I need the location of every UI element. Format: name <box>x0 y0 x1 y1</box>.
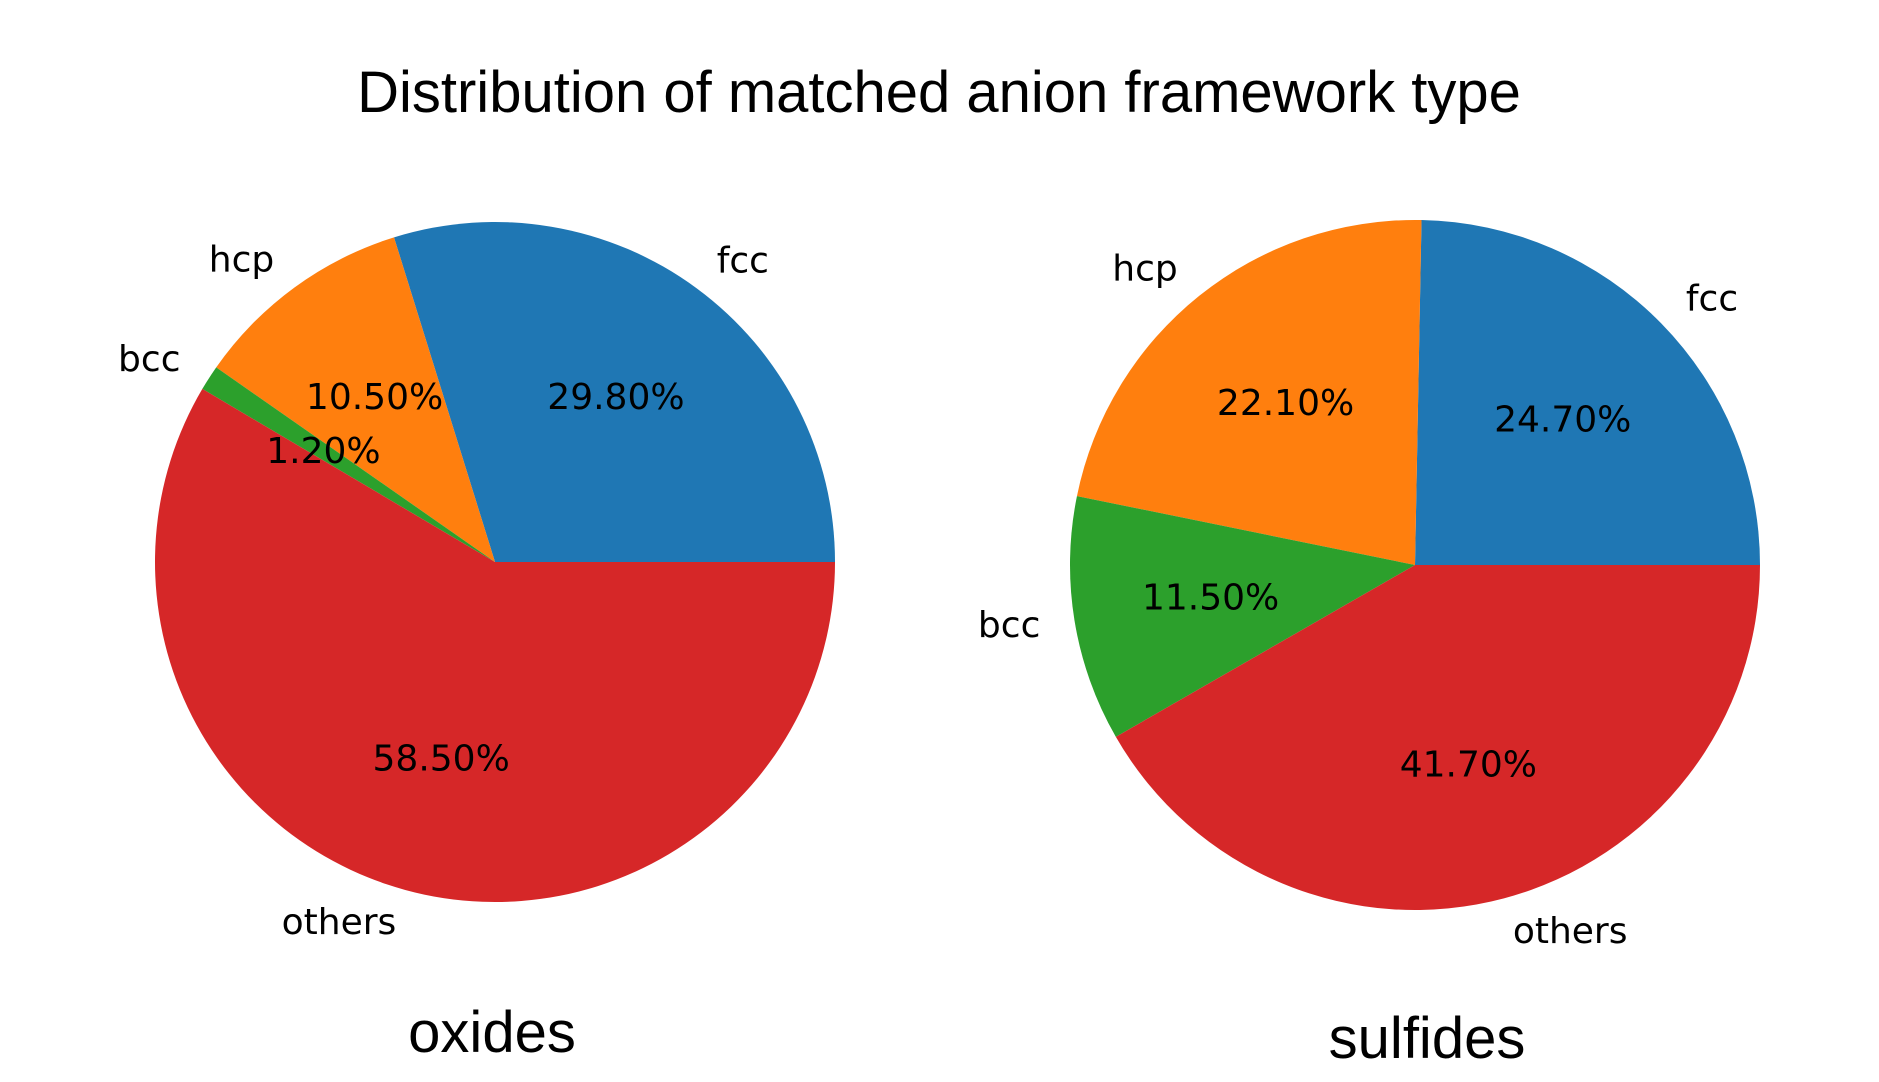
pie-slice-label-sulfides-others: others <box>1513 911 1628 952</box>
pie-title-oxides: oxides <box>408 1000 576 1065</box>
pie-slice-oxides-bcc <box>202 367 495 562</box>
pie-pct-label-sulfides-fcc: 24.70% <box>1494 400 1631 441</box>
pie-slice-label-oxides-others: others <box>282 902 397 943</box>
pie-sulfides: 24.70% fcc 22.10% hcp 11.50% bcc 41.70% others <box>978 219 1760 952</box>
pie-pct-label-oxides-hcp: 10.50% <box>306 377 443 418</box>
pie-pct-label-oxides-bcc: 1.20% <box>266 431 380 472</box>
chart-title: Distribution of matched anion framework … <box>357 60 1521 125</box>
pie-slice-sulfides-fcc <box>1415 220 1760 565</box>
pie-slice-oxides-hcp <box>216 237 495 562</box>
pie-title-sulfides: sulfides <box>1329 1006 1526 1071</box>
pie-slice-sulfides-bcc <box>1070 496 1415 737</box>
pie-pct-label-sulfides-others: 41.70% <box>1400 745 1537 786</box>
pie-slice-label-sulfides-bcc: bcc <box>978 605 1040 646</box>
pie-slice-sulfides-others <box>1115 565 1760 910</box>
pie-slice-label-sulfides-fcc: fcc <box>1686 279 1738 320</box>
pie-pct-label-sulfides-hcp: 22.10% <box>1217 383 1354 424</box>
pie-slice-label-oxides-hcp: hcp <box>209 240 274 281</box>
pie-slice-oxides-others <box>154 388 835 903</box>
pie-slice-label-oxides-bcc: bcc <box>118 339 180 380</box>
pie-slice-oxides-fcc <box>394 222 835 563</box>
pie-slice-label-sulfides-hcp: hcp <box>1112 248 1177 289</box>
pie-oxides: 29.80% fcc 10.50% hcp 1.20% bcc 58.50% others <box>118 222 835 943</box>
pie-pct-label-oxides-others: 58.50% <box>373 738 510 779</box>
pie-slice-label-oxides-fcc: fcc <box>717 240 769 281</box>
pie-slice-sulfides-hcp <box>1076 219 1422 565</box>
pie-pct-label-oxides-fcc: 29.80% <box>547 377 684 418</box>
pie-pct-label-sulfides-bcc: 11.50% <box>1142 578 1279 619</box>
